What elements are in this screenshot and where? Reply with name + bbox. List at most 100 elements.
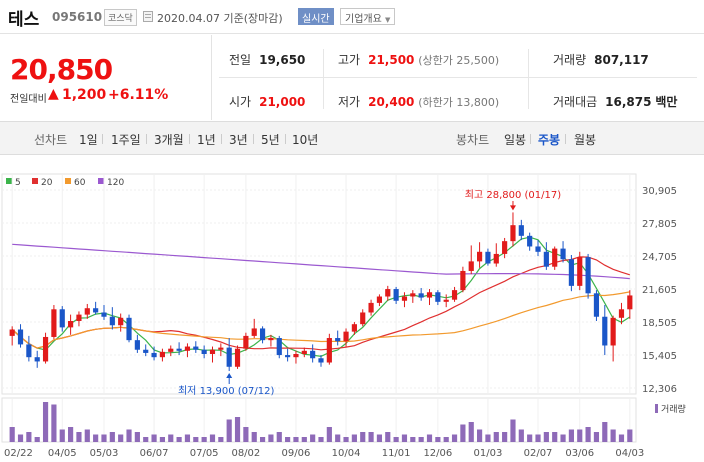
volume-bar <box>168 434 174 442</box>
stat-value: 19,650 <box>259 53 306 67</box>
period-monthly[interactable]: 월봉 <box>574 133 597 147</box>
volume-legend-swatch <box>655 404 658 413</box>
candle-body <box>577 257 583 286</box>
candle-body <box>468 261 474 271</box>
x-tick-label: 02/22 <box>4 448 33 459</box>
period-1d[interactable]: 1일 <box>79 133 98 147</box>
candle-body <box>393 289 399 301</box>
x-tick-label: 02/07 <box>524 448 553 459</box>
volume-bar <box>226 419 232 442</box>
volume-bar <box>301 437 307 442</box>
volume-bar <box>351 434 357 442</box>
stock-header: 테스 095610 코스닥 2020.04.07 기준(장마감) 실시간 기업개… <box>0 0 704 34</box>
ma20-line <box>11 256 630 351</box>
legend-swatch-ma60 <box>65 178 71 184</box>
volume-bar <box>568 429 574 442</box>
ma5-line <box>11 236 631 358</box>
candle-body <box>301 350 307 354</box>
volume-bar <box>159 437 166 442</box>
period-daily[interactable]: 일봉 <box>504 133 527 147</box>
candle-body <box>318 358 324 363</box>
separator <box>530 134 531 144</box>
candle-body <box>618 309 625 318</box>
volume-bar <box>84 429 90 442</box>
company-info-button[interactable]: 기업개요 ▼ <box>340 8 396 25</box>
volume-bar <box>510 419 516 442</box>
period-1w[interactable]: 1주일 <box>111 133 141 147</box>
y-tick-label: 21,605 <box>642 285 677 296</box>
volume-bar <box>17 434 24 442</box>
candle-body <box>510 225 516 242</box>
company-info-label: 기업개요 <box>345 14 382 25</box>
period-weekly[interactable]: 주봉 <box>538 133 561 147</box>
candle-body <box>335 338 341 342</box>
volume-bar <box>285 437 291 442</box>
candle-body <box>184 346 191 351</box>
candle-body <box>143 349 149 353</box>
period-10y[interactable]: 10년 <box>292 133 319 147</box>
candle-body <box>527 235 533 247</box>
volume-bar <box>552 432 558 442</box>
volume-bar <box>543 432 549 442</box>
candle-body <box>34 357 40 362</box>
candle-body <box>385 289 391 297</box>
volume-bar <box>460 424 466 442</box>
volume-bar <box>502 432 508 442</box>
candle-body <box>168 348 174 352</box>
separator <box>253 134 254 144</box>
change-value: 1,200 <box>62 87 107 103</box>
candle-body <box>193 346 199 350</box>
candle-body <box>42 336 49 362</box>
candle-body <box>151 352 157 358</box>
volume-bar <box>76 432 82 442</box>
realtime-button[interactable]: 실시간 <box>298 8 334 25</box>
stat-prev-close: 전일 19,650 <box>229 51 305 68</box>
candle-body <box>627 295 633 310</box>
candle-body <box>518 225 524 236</box>
chart-svg: 5 20 60 120 30,905 27,805 24,705 21,605 18,505 15… <box>1 173 686 459</box>
candle-body <box>76 314 82 321</box>
volume-bar <box>335 434 341 442</box>
candle-body <box>218 347 224 350</box>
x-tick-label: 07/05 <box>190 448 219 459</box>
candle-body <box>401 296 408 301</box>
candle-body <box>351 324 357 332</box>
period-bar: 선차트 1일 1주일 3개월 1년 3년 5년 10년 봉차트 일봉 주봉 월봉 <box>0 121 704 155</box>
candle-body <box>418 293 424 298</box>
y-tick-label: 15,405 <box>642 351 677 362</box>
low-annotation: 최저 13,900 (07/12) <box>178 385 274 397</box>
volume-bar <box>42 402 49 442</box>
candle-body <box>26 344 32 358</box>
volume-bar <box>410 437 416 442</box>
period-3y[interactable]: 3년 <box>229 133 248 147</box>
volume-bar <box>151 434 157 442</box>
stock-name: 테스 <box>8 10 40 30</box>
stat-value: 21,000 <box>259 95 306 109</box>
candle-body <box>460 270 466 291</box>
x-tick-label: 05/03 <box>90 448 119 459</box>
legend-swatch-ma5 <box>6 178 12 184</box>
period-3m[interactable]: 3개월 <box>154 133 184 147</box>
volume-bar <box>318 437 324 442</box>
volume-bar <box>293 437 299 442</box>
candle-body <box>343 331 349 342</box>
candle-body <box>276 338 282 356</box>
volume-bar <box>9 427 15 442</box>
price-plot-frame <box>1 173 637 395</box>
volume-bar <box>368 432 374 442</box>
separator <box>221 134 222 144</box>
period-5y[interactable]: 5년 <box>261 133 280 147</box>
stat-high: 고가 21,500 (상한가 25,500) <box>338 51 499 68</box>
period-1y[interactable]: 1년 <box>197 133 216 147</box>
candle-body <box>435 292 441 302</box>
candle-body <box>59 309 65 328</box>
volume-bar <box>126 429 132 442</box>
volume-bar <box>68 427 74 442</box>
y-tick-label: 24,705 <box>642 252 677 263</box>
candle-body <box>93 308 99 313</box>
candle-body <box>134 340 140 350</box>
volume-bar <box>176 437 182 442</box>
x-tick-label: 08/02 <box>231 448 260 459</box>
candle-body <box>535 246 541 252</box>
candle-body <box>493 253 499 264</box>
